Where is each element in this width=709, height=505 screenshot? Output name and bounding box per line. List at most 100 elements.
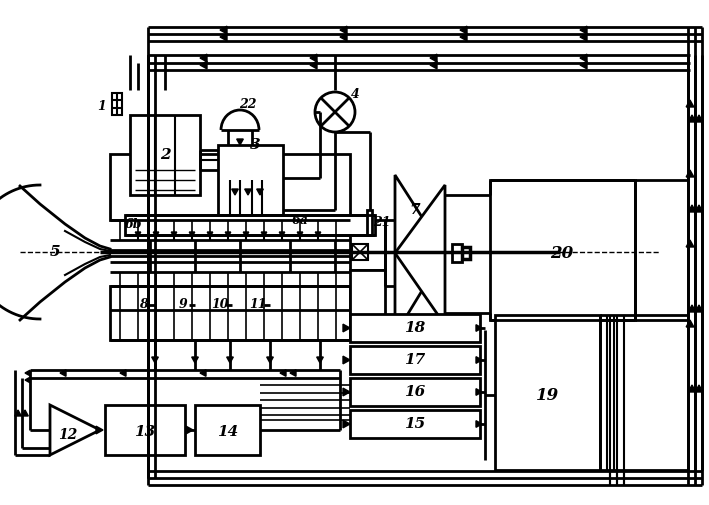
- Polygon shape: [343, 356, 350, 364]
- Polygon shape: [152, 357, 158, 363]
- Polygon shape: [189, 232, 195, 237]
- Polygon shape: [695, 115, 703, 122]
- Polygon shape: [22, 410, 28, 416]
- Polygon shape: [220, 26, 227, 34]
- Polygon shape: [476, 421, 482, 427]
- Polygon shape: [476, 389, 482, 395]
- Text: 13: 13: [135, 425, 155, 439]
- Polygon shape: [232, 189, 238, 195]
- Polygon shape: [15, 410, 21, 416]
- Polygon shape: [200, 54, 207, 62]
- Text: 19: 19: [537, 386, 559, 403]
- Polygon shape: [343, 324, 350, 332]
- Polygon shape: [395, 175, 445, 335]
- Text: 8: 8: [139, 298, 147, 312]
- Polygon shape: [257, 189, 263, 195]
- Text: 16: 16: [404, 385, 425, 399]
- Polygon shape: [580, 26, 587, 34]
- Text: 3: 3: [250, 138, 260, 152]
- Polygon shape: [460, 33, 467, 41]
- Polygon shape: [227, 357, 233, 363]
- Polygon shape: [688, 305, 696, 312]
- Polygon shape: [688, 385, 696, 392]
- Text: 22: 22: [239, 98, 257, 112]
- Polygon shape: [279, 232, 285, 237]
- Text: 10: 10: [211, 298, 229, 312]
- Bar: [495, 315, 600, 470]
- Polygon shape: [191, 357, 199, 363]
- Polygon shape: [695, 305, 703, 312]
- Polygon shape: [430, 54, 437, 62]
- Text: 2: 2: [160, 148, 170, 162]
- Bar: [105, 405, 185, 455]
- Bar: [350, 378, 480, 406]
- Polygon shape: [580, 61, 587, 69]
- Polygon shape: [200, 61, 207, 69]
- Bar: [350, 220, 385, 270]
- Bar: [350, 410, 480, 438]
- Polygon shape: [267, 357, 273, 363]
- Text: 9: 9: [179, 298, 187, 312]
- Text: 4: 4: [351, 88, 359, 102]
- Text: 12: 12: [58, 428, 77, 442]
- Polygon shape: [686, 100, 694, 107]
- Bar: [218, 145, 283, 215]
- Bar: [110, 154, 350, 220]
- Polygon shape: [60, 370, 66, 376]
- Polygon shape: [207, 232, 213, 237]
- Polygon shape: [686, 320, 694, 327]
- Text: 14: 14: [218, 425, 239, 439]
- Polygon shape: [343, 420, 350, 428]
- Polygon shape: [430, 61, 437, 69]
- Polygon shape: [243, 232, 249, 237]
- Polygon shape: [688, 205, 696, 212]
- Bar: [452, 244, 462, 262]
- Text: 21: 21: [373, 217, 391, 229]
- Polygon shape: [316, 232, 320, 237]
- Text: 1: 1: [98, 100, 106, 114]
- Polygon shape: [290, 370, 296, 376]
- Polygon shape: [460, 26, 467, 34]
- Polygon shape: [280, 370, 286, 376]
- Polygon shape: [695, 205, 703, 212]
- Polygon shape: [686, 240, 694, 247]
- Polygon shape: [340, 26, 347, 34]
- Polygon shape: [135, 232, 141, 237]
- Polygon shape: [317, 357, 323, 363]
- Bar: [350, 270, 385, 320]
- Bar: [490, 180, 635, 320]
- Bar: [462, 247, 470, 259]
- Bar: [350, 314, 480, 342]
- Text: 17: 17: [404, 353, 425, 367]
- Polygon shape: [695, 385, 703, 392]
- Polygon shape: [96, 426, 103, 434]
- Polygon shape: [688, 115, 696, 122]
- Polygon shape: [25, 370, 30, 376]
- Polygon shape: [261, 232, 267, 237]
- Bar: [110, 286, 350, 340]
- Text: 5: 5: [50, 245, 60, 259]
- Bar: [130, 115, 200, 195]
- Text: 15: 15: [404, 417, 425, 431]
- Polygon shape: [340, 33, 347, 41]
- Bar: [352, 244, 368, 260]
- Polygon shape: [245, 189, 251, 195]
- Text: 11: 11: [250, 298, 267, 312]
- Polygon shape: [310, 54, 317, 62]
- Text: 20: 20: [550, 244, 574, 262]
- Polygon shape: [476, 357, 482, 363]
- Polygon shape: [200, 370, 206, 376]
- Polygon shape: [50, 405, 100, 455]
- Text: 6a: 6a: [291, 214, 308, 227]
- Text: 7: 7: [410, 203, 420, 217]
- Polygon shape: [580, 54, 587, 62]
- Polygon shape: [686, 170, 694, 177]
- Polygon shape: [297, 232, 303, 237]
- Text: 6b: 6b: [124, 219, 142, 231]
- Bar: [125, 215, 375, 235]
- Polygon shape: [153, 232, 159, 237]
- Polygon shape: [237, 139, 243, 145]
- Bar: [350, 346, 480, 374]
- Polygon shape: [220, 33, 227, 41]
- Polygon shape: [186, 426, 193, 434]
